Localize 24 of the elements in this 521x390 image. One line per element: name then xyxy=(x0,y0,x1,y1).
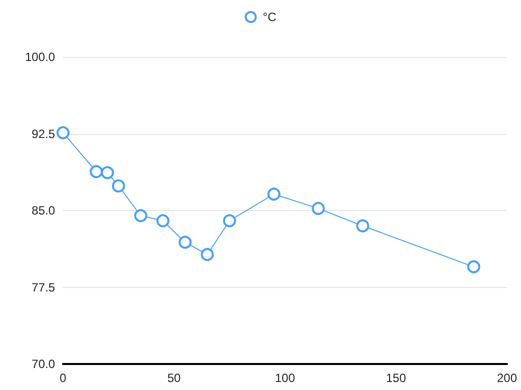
point xyxy=(223,214,236,228)
point xyxy=(312,202,325,215)
point xyxy=(467,260,480,274)
y-tick-label: 70.0 xyxy=(32,357,56,371)
point xyxy=(200,248,214,261)
point xyxy=(112,179,125,192)
y-tick-label: 77.5 xyxy=(32,280,56,294)
x-tick-label: 100 xyxy=(274,371,296,385)
point xyxy=(90,165,103,178)
point xyxy=(100,166,114,180)
point xyxy=(356,219,370,232)
y-tick-label: 92.5 xyxy=(32,126,56,141)
x-tick-label: 150 xyxy=(386,371,406,385)
point xyxy=(134,209,148,222)
legend-label: °C xyxy=(262,10,277,24)
y-tick-label: 85.0 xyxy=(32,204,56,218)
x-tick-label: 50 xyxy=(167,371,181,385)
point xyxy=(156,214,170,228)
x-tick-label: 200 xyxy=(496,371,518,385)
x-tick-label: 0 xyxy=(60,371,67,385)
y-tick-label: 100.0 xyxy=(24,50,56,64)
point xyxy=(267,188,280,201)
point xyxy=(56,126,70,140)
point xyxy=(178,236,192,249)
